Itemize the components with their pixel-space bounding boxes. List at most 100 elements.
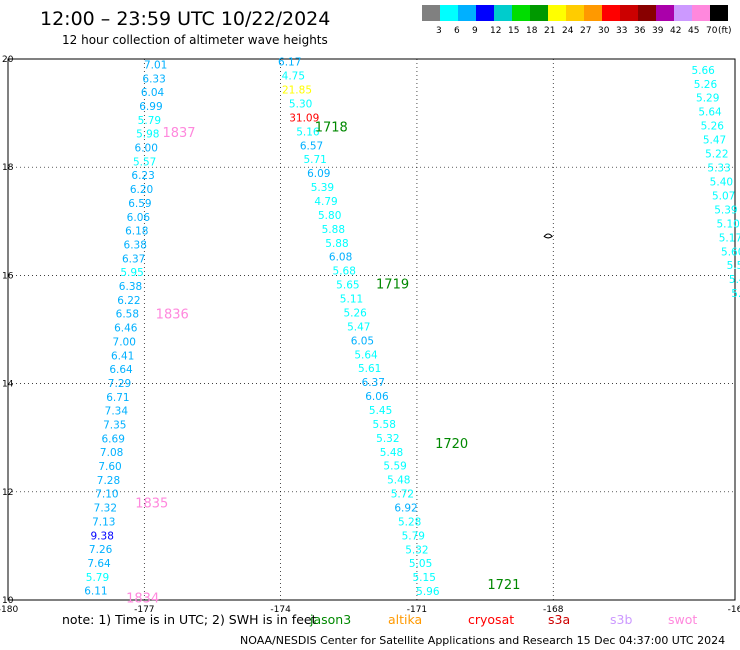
swh-value: 5.29 (696, 93, 719, 105)
swh-value: 5.88 (325, 238, 348, 250)
swh-value: 21.85 (282, 85, 312, 97)
swh-value: 6.69 (102, 433, 125, 445)
legend-swatch (422, 5, 440, 21)
swh-value: 6.46 (114, 323, 138, 335)
legend-unit: (ft) (718, 26, 732, 36)
pass-time-label: 1720 (435, 437, 468, 452)
legend-swatch (692, 5, 710, 21)
legend-label: 27 (580, 26, 592, 36)
swh-value: 5.64 (698, 107, 722, 119)
swh-value: 6.11 (84, 586, 107, 598)
swh-value: 6.06 (127, 212, 151, 224)
swh-value: 5.16 (296, 126, 320, 138)
swh-value: 5.95 (120, 267, 143, 279)
swh-value: 6.23 (131, 170, 154, 182)
swh-value: 5.58 (373, 419, 396, 431)
legend-label: 15 (508, 26, 520, 36)
swh-value: 5.80 (318, 210, 341, 222)
legend-swatch (530, 5, 548, 21)
legend-label: 45 (688, 26, 700, 36)
swh-value: 4.75 (282, 71, 305, 83)
lon-tick-label: -174 (270, 605, 291, 615)
swh-value: 5.10 (716, 218, 739, 230)
swh-value: 6.38 (124, 239, 147, 251)
swh-value: 5.28 (398, 516, 421, 528)
swh-value: 6.06 (365, 391, 389, 403)
legend-label: 3 (436, 26, 442, 36)
swh-value: 7.35 (103, 419, 126, 431)
pass-time-label: 1837 (162, 126, 195, 141)
swh-value: 6.41 (111, 350, 134, 362)
swh-value: 5.47 (703, 135, 726, 147)
legend-label: 9 (472, 26, 478, 36)
swh-value: 5.79 (138, 115, 161, 127)
swh-value: 5.32 (376, 433, 399, 445)
swh-value: 6.58 (116, 309, 139, 321)
lat-tick-label: 20 (2, 55, 14, 65)
satellite-label-s3b: s3b (610, 612, 633, 627)
swh-value: 9.38 (91, 530, 114, 542)
swh-value: 5.59 (383, 461, 406, 473)
swh-value: 6.37 (362, 377, 385, 389)
swh-value: 5.48 (380, 447, 403, 459)
swh-value: 7.13 (92, 516, 115, 528)
legend-swatch (674, 5, 692, 21)
lon-tick-label: -177 (134, 605, 154, 615)
swh-value: 6.71 (106, 392, 129, 404)
swh-value: 7.28 (97, 475, 120, 487)
swh-value: 5.30 (289, 98, 312, 110)
swh-value: 5.98 (136, 129, 159, 141)
swh-value: 5.66 (691, 65, 715, 77)
legend-swatch (710, 5, 728, 21)
swh-value: 5.26 (701, 121, 725, 133)
satellite-label-altika: altika (388, 612, 423, 627)
swh-value: 5.71 (303, 154, 326, 166)
swh-value: 5.11 (340, 294, 363, 306)
legend-swatch (548, 5, 566, 21)
lon-tick-label: -171 (407, 605, 427, 615)
swh-value: 5.96 (416, 586, 440, 598)
lon-tick-label: -168 (543, 605, 564, 615)
swh-value: 7.32 (94, 503, 117, 515)
swh-value: 5.5 (727, 260, 740, 272)
legend-label: 24 (562, 26, 574, 36)
swh-value: 6.37 (122, 253, 145, 265)
lat-tick-label: 12 (2, 488, 13, 498)
swh-value: 5.22 (705, 149, 728, 161)
swh-value: 5.47 (347, 321, 370, 333)
swh-value: 5.65 (336, 280, 359, 292)
legend-swatch (602, 5, 620, 21)
legend-swatch (476, 5, 494, 21)
legend-label: 33 (616, 26, 628, 36)
swh-value: 5.39 (714, 204, 737, 216)
swh-value: 5.26 (694, 79, 718, 91)
swh-value: 6.33 (142, 73, 165, 85)
island-outline (543, 233, 553, 239)
swh-value: 7.10 (95, 489, 118, 501)
swh-value: 5.26 (343, 307, 367, 319)
swh-value: 7.01 (144, 59, 167, 71)
swh-value: 7.64 (87, 558, 111, 570)
swh-value: 6.05 (351, 335, 374, 347)
plot-frame (7, 58, 736, 601)
swh-value: 5.4 (731, 288, 740, 300)
footer-note: note: 1) Time is in UTC; 2) SWH is in fe… (62, 612, 317, 627)
swh-value: 5.17 (719, 232, 740, 244)
legend-label: 12 (490, 26, 502, 36)
legend-label: 6 (454, 26, 460, 36)
swh-value: 5.15 (413, 572, 436, 584)
swh-value: 6.00 (135, 143, 158, 155)
swh-value: 5.4 (729, 274, 740, 286)
legend-swatch (638, 5, 656, 21)
pass-time-label: 1834 (126, 591, 159, 606)
swh-value: 5.33 (707, 163, 730, 175)
swh-value: 7.08 (100, 447, 123, 459)
legend-swatch (494, 5, 512, 21)
swh-value: 5.32 (405, 544, 428, 556)
map-subtitle: 12 hour collection of altimeter wave hei… (62, 33, 328, 47)
legend-label: 70 (706, 26, 718, 36)
swh-value: 7.00 (113, 336, 136, 348)
legend-swatch (512, 5, 530, 21)
swh-value: 6.09 (307, 168, 330, 180)
swh-value: 5.64 (354, 349, 378, 361)
